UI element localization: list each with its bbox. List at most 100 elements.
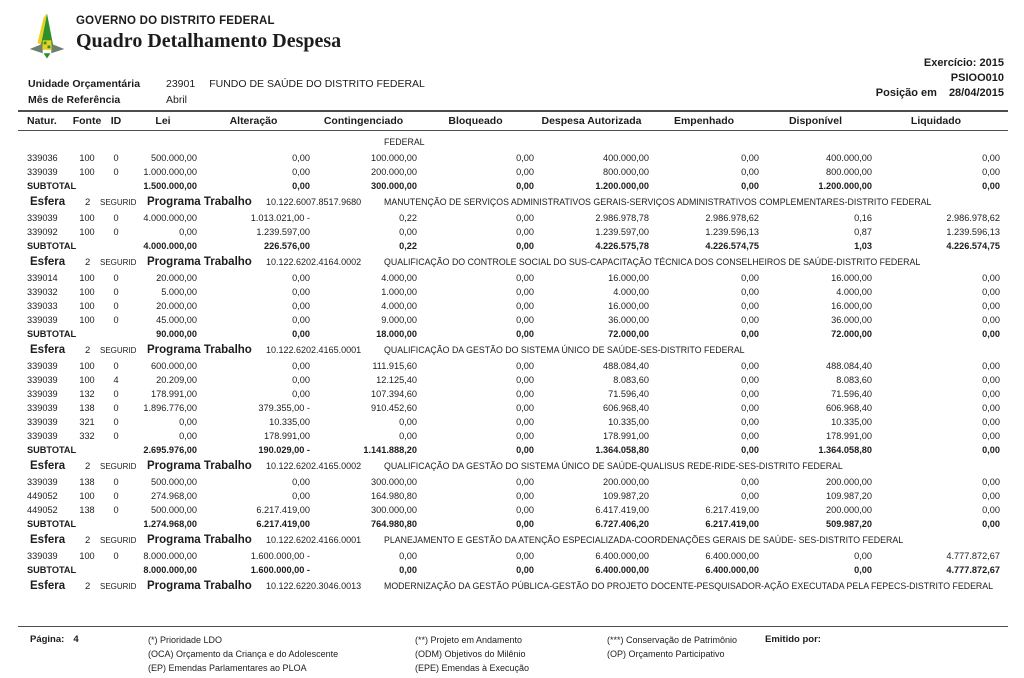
cell-disponivel: 36.000,00: [831, 315, 872, 325]
cell-id: 0: [113, 551, 119, 561]
esfera-label: Esfera: [30, 460, 66, 472]
esfera-row: Esfera 2 SEGURID Programa Trabalho 10.122.60…: [30, 196, 1002, 208]
cell-bloqueado: 0,00: [516, 431, 534, 441]
cell-liquidado: 0,00: [982, 287, 1000, 297]
cell-lei: 500.000,00: [151, 153, 197, 163]
cell-liquidado: 0,00: [982, 167, 1000, 177]
cell-fonte: 100: [79, 167, 95, 177]
subtotal-bloqueado: 0,00: [516, 329, 534, 339]
cell-disponivel: 16.000,00: [831, 301, 872, 311]
cell-natureza: 339039: [27, 477, 58, 487]
cell-id: 0: [113, 287, 119, 297]
cell-bloqueado: 0,00: [516, 273, 534, 283]
cell-contingenciado: 0,00: [399, 431, 417, 441]
subtotal-empenhado: 4.226.574,75: [705, 241, 759, 251]
subtotal-empenhado: 0,00: [741, 181, 759, 191]
unidade-label: Unidade Orçamentária: [28, 78, 141, 90]
subtotal-empenhado: 0,00: [741, 445, 759, 455]
column-header-empenhado: Empenhado: [673, 115, 735, 127]
programa-trabalho-code: 10.122.6202.4165.0001: [266, 345, 362, 355]
programa-trabalho-description: QUALIFICAÇÃO DA GESTÃO DO SISTEMA ÚNICO …: [384, 345, 745, 355]
programa-trabalho-description: QUALIFICAÇÃO DO CONTROLE SOCIAL DO SUS-C…: [384, 257, 921, 267]
table-row: 339039 100 0 4.000.000,00 1.013.021,00 - 0,22…: [27, 211, 1002, 225]
cell-alteracao: 0,00: [292, 273, 310, 283]
subtotal-liquidado: 0,00: [982, 181, 1000, 191]
cell-liquidado: 4.777.872,67: [946, 551, 1000, 561]
subtotal-despesa-autorizada: 72.000,00: [608, 329, 649, 339]
esfera-label: Esfera: [30, 196, 66, 208]
cell-alteracao: 0,00: [292, 315, 310, 325]
subtotal-despesa-autorizada: 6.727.406,20: [595, 519, 649, 529]
subtotal-contingenciado: 0,22: [399, 241, 417, 251]
cell-natureza: 449052: [27, 491, 58, 501]
cell-despesa-autorizada: 606.968,40: [603, 403, 649, 413]
esfera-value: 2: [85, 197, 91, 208]
cell-despesa-autorizada: 488.084,40: [603, 361, 649, 371]
subtotal-disponivel: 72.000,00: [831, 329, 872, 339]
report-meta-left: Unidade Orçamentária 23901 FUNDO DE SAÚDE …: [28, 76, 425, 108]
table-row: 339039 100 0 1.000.000,00 0,00 200.000,00 0,00…: [27, 165, 1002, 179]
posicao-line: Posição em 28/04/2015: [876, 86, 1004, 101]
cell-fonte: 100: [79, 227, 95, 237]
cell-alteracao: 0,00: [292, 153, 310, 163]
legend-item: (ODM) Objetivos do Milênio: [415, 649, 526, 659]
cell-contingenciado: 164.980,80: [371, 491, 417, 501]
unidade-code: 23901: [166, 78, 196, 90]
cell-lei: 20.209,00: [156, 375, 197, 385]
column-header-liquidado: Liquidado: [910, 115, 962, 127]
legend-item: (EPE) Emendas à Execução: [415, 663, 530, 673]
table-row: 339039 100 0 8.000.000,00 1.600.000,00 - 0,00…: [27, 549, 1002, 563]
cell-fonte: 138: [79, 505, 95, 515]
cell-despesa-autorizada: 8.083,60: [613, 375, 649, 385]
cell-liquidado: 0,00: [982, 301, 1000, 311]
cell-id: 0: [113, 167, 119, 177]
cell-disponivel: 71.596,40: [831, 389, 872, 399]
cell-contingenciado: 9.000,00: [381, 315, 417, 325]
cell-disponivel: 0,87: [854, 227, 872, 237]
subtotal-row: SUBTOTAL 4.000.000,00 226.576,00 0,22 0,00 4.…: [27, 239, 1002, 253]
cell-lei: 1.896.776,00: [143, 403, 197, 413]
cell-contingenciado: 300.000,00: [371, 477, 417, 487]
subtotal-liquidado: 4.777.872,67: [946, 565, 1000, 575]
esfera-regime: SEGURID: [100, 346, 137, 355]
subtotal-contingenciado: 1.141.888,20: [363, 445, 417, 455]
table-row: 339039 138 0 1.896.776,00 379.355,00 - 910.45…: [27, 401, 1002, 415]
esfera-regime: SEGURID: [100, 258, 137, 267]
cell-alteracao: 178.991,00: [264, 431, 310, 441]
cell-bloqueado: 0,00: [516, 153, 534, 163]
cell-disponivel: 200.000,00: [826, 505, 872, 515]
table-row: 449052 138 0 500.000,00 6.217.419,00 300.000,…: [27, 503, 1002, 517]
cell-id: 0: [113, 505, 119, 515]
cell-id: 0: [113, 403, 119, 413]
cell-fonte: 100: [79, 301, 95, 311]
cell-contingenciado: 4.000,00: [381, 301, 417, 311]
subtotal-despesa-autorizada: 1.200.000,00: [595, 181, 649, 191]
legend-item: (*) Prioridade LDO: [148, 635, 223, 645]
cell-disponivel: 10.335,00: [831, 417, 872, 427]
cell-fonte: 100: [79, 213, 95, 223]
subtotal-bloqueado: 0,00: [516, 565, 534, 575]
subtotal-alteracao: 0,00: [292, 329, 310, 339]
cell-lei: 20.000,00: [156, 301, 197, 311]
cell-id: 0: [113, 153, 119, 163]
cell-natureza: 339014: [27, 273, 58, 283]
page-title: Quadro Detalhamento Despesa: [76, 30, 342, 52]
cell-natureza: 339039: [27, 361, 58, 371]
cell-id: 0: [113, 227, 119, 237]
subtotal-lei: 90.000,00: [156, 329, 197, 339]
cell-contingenciado: 910.452,60: [371, 403, 417, 413]
cell-bloqueado: 0,00: [516, 213, 534, 223]
subtotal-liquidado: 0,00: [982, 445, 1000, 455]
cell-liquidado: 0,00: [982, 375, 1000, 385]
programa-trabalho-label: Programa Trabalho: [147, 460, 252, 472]
cell-contingenciado: 1.000,00: [381, 287, 417, 297]
government-name: GOVERNO DO DISTRITO FEDERAL: [76, 15, 275, 27]
cell-contingenciado: 0,22: [399, 213, 417, 223]
subtotal-liquidado: 0,00: [982, 329, 1000, 339]
mes-line: Mês de Referência Abril: [28, 92, 425, 108]
emitido-label: Emitido por:: [765, 634, 821, 645]
cell-empenhado: 0,00: [741, 361, 759, 371]
legend-item: (**) Projeto em Andamento: [415, 635, 523, 645]
esfera-regime: SEGURID: [100, 582, 137, 591]
cell-disponivel: 200.000,00: [826, 477, 872, 487]
